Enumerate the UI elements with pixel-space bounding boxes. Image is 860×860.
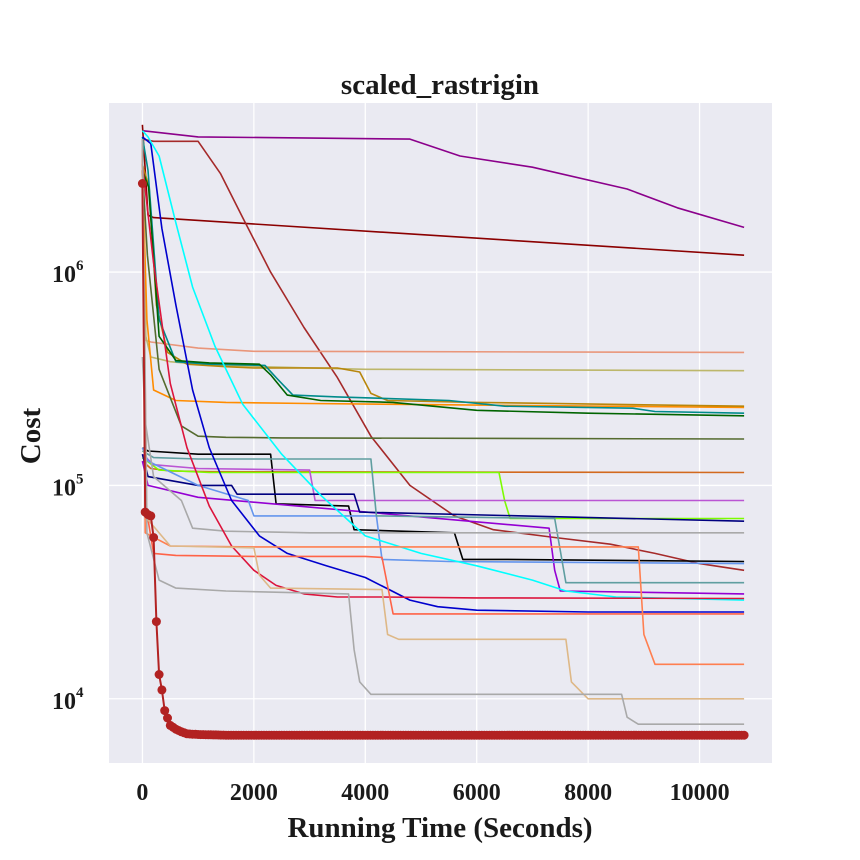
series-layer [137,124,749,740]
series-marker [739,730,749,740]
series-line-darkkhaki [141,155,745,372]
series-line-crimson [141,164,745,600]
x-axis-label: Running Time (Seconds) [287,812,592,844]
y-tick-label: 106 [52,258,84,288]
x-tick-label: 10000 [670,780,730,806]
series-line-cadetblue [141,450,745,584]
series-line-cornflowerblue [141,447,745,565]
series-marker [157,685,167,695]
series-marker [146,511,156,521]
x-tick-label: 8000 [564,780,612,806]
series-line-darkorange [141,170,745,409]
series-marker [160,706,170,716]
series-line-black [142,447,745,563]
series-line-silver [141,139,745,726]
y-axis: 104 105 106 [52,258,84,715]
series-line-mediumblue [141,136,745,613]
y-tick-label: 105 [52,471,84,501]
series-line-darkviolet [141,460,745,595]
x-tick-label: 6000 [453,780,501,806]
series-marker [154,670,164,679]
x-tick-label: 2000 [230,780,278,806]
series-line-cyan [141,130,745,601]
x-tick-label: 0 [136,780,148,806]
plot-background [109,103,772,763]
series-line-tomato [141,139,745,615]
y-axis-label: Cost [15,407,47,464]
series-line-darkmagenta [142,129,745,229]
series-line-coral [141,143,745,666]
chart-title: scaled_rastrigin [341,69,539,101]
series-line-burlywood [141,139,745,700]
series-marker [149,533,159,542]
x-axis: 0 2000 4000 6000 8000 10000 [136,780,729,806]
series-line-darkolivegreen [141,170,745,440]
series-marker [137,179,147,188]
series-marker [151,617,161,627]
y-tick-label: 104 [52,685,84,715]
series-marker [163,713,172,723]
series-line-darkgreen [141,170,745,417]
x-tick-label: 4000 [341,780,389,806]
